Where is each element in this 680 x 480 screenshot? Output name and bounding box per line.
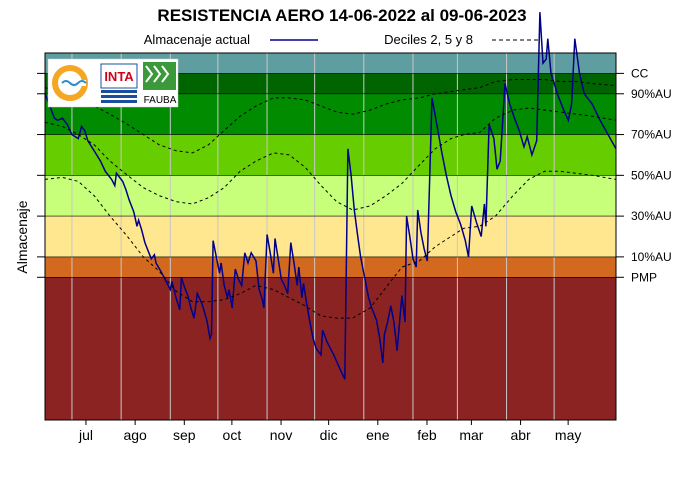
x-tick-label-sep: sep	[173, 427, 196, 443]
legend-entry-deciles: Deciles 2, 5 y 8	[384, 32, 473, 47]
series-line-3	[44, 79, 617, 154]
right-axis: CC 90%AU 70%AU 50%AU 30%AU 10%AU PMP	[616, 66, 672, 284]
x-tick-label-oct: oct	[223, 427, 242, 443]
x-tick-label-abr: abr	[510, 427, 531, 443]
band-5	[45, 216, 616, 257]
band-0	[45, 53, 616, 74]
fauba-logo: FAUBA	[143, 62, 177, 106]
series-line-0	[44, 12, 617, 380]
right-tick-label-6: PMP	[631, 270, 657, 284]
x-tick-label-nov: nov	[270, 427, 293, 443]
legend-entry-actual: Almacenaje actual	[144, 32, 250, 47]
band-3	[45, 134, 616, 176]
right-tick-label-1: 90%AU	[631, 87, 672, 101]
logo-badge: INTA FAUBA	[47, 58, 179, 108]
band-layer	[45, 53, 616, 420]
left-axis	[37, 72, 45, 278]
x-tick-label-ago: ago	[123, 427, 147, 443]
band-6	[45, 256, 616, 278]
institution-logo-icon	[52, 65, 88, 101]
inta-logo: INTA	[100, 63, 138, 103]
legend: Almacenaje actual Deciles 2, 5 y 8	[144, 32, 540, 47]
chart-title: RESISTENCIA AERO 14-06-2022 al 09-06-202…	[157, 6, 526, 25]
plot-frame	[44, 52, 617, 421]
x-tick-label-dic: dic	[320, 427, 338, 443]
series-line-1	[44, 170, 617, 319]
right-tick-label-2: 70%AU	[631, 128, 672, 142]
right-tick-label-3: 50%AU	[631, 168, 672, 182]
right-tick-label-4: 30%AU	[631, 209, 672, 223]
x-tick-label-jul: jul	[78, 427, 93, 443]
x-tick-label-ene: ene	[366, 427, 390, 443]
x-tick-label-mar: mar	[459, 427, 483, 443]
right-tick-label-0: CC	[631, 66, 649, 80]
x-tick-label-may: may	[555, 427, 581, 443]
right-tick-label-5: 10%AU	[631, 250, 672, 264]
inta-logo-text: INTA	[104, 69, 134, 84]
series-layer	[44, 12, 617, 380]
series-line-2	[44, 107, 617, 211]
x-tick-label-feb: feb	[417, 427, 437, 443]
x-axis: jul ago sep oct nov dic ene feb mar abr may	[78, 420, 581, 443]
band-1	[45, 73, 616, 94]
y-axis-label: Almacenaje	[14, 200, 30, 273]
fauba-logo-text: FAUBA	[144, 95, 177, 106]
